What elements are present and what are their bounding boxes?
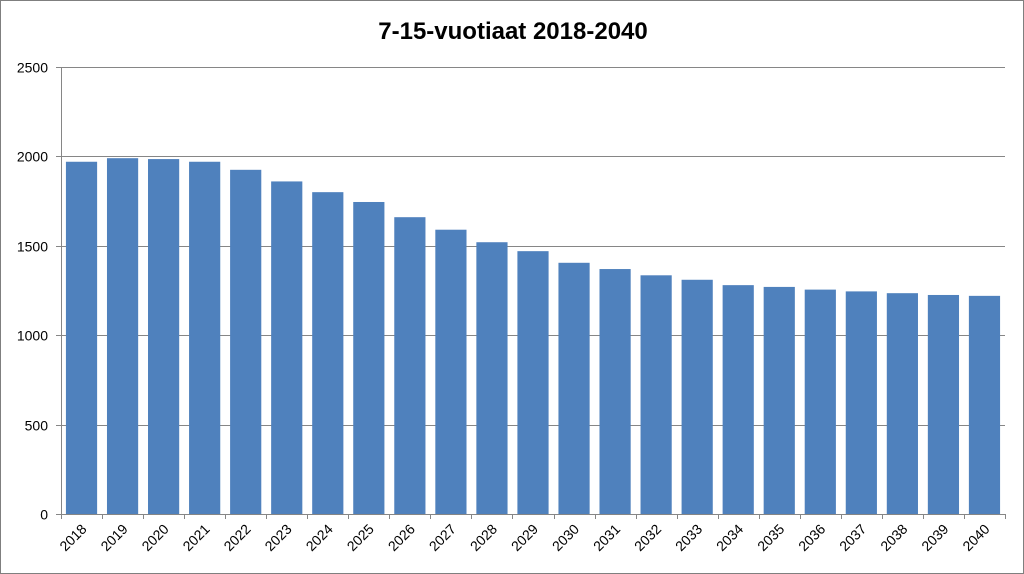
x-tick-label: 2025 bbox=[344, 521, 377, 554]
x-tick-label: 2026 bbox=[385, 521, 418, 554]
x-tick-label: 2018 bbox=[56, 521, 89, 554]
bar-2021 bbox=[189, 161, 221, 514]
y-tick-label: 2000 bbox=[17, 149, 48, 165]
bars bbox=[65, 158, 1001, 515]
bar-2036 bbox=[804, 289, 836, 514]
bar-2019 bbox=[106, 158, 139, 514]
x-tick-label: 2023 bbox=[261, 521, 294, 554]
bar-2027 bbox=[435, 229, 467, 514]
y-tick-label: 2500 bbox=[17, 60, 48, 76]
bar-2028 bbox=[476, 242, 508, 514]
y-tick-label: 1500 bbox=[17, 239, 48, 255]
bar-2039 bbox=[927, 294, 960, 514]
x-tick-label: 2021 bbox=[179, 521, 212, 554]
chart-title: 7-15-vuotiaat 2018-2040 bbox=[378, 18, 647, 45]
bar-2018 bbox=[65, 161, 98, 514]
x-tick-label: 2024 bbox=[303, 521, 336, 554]
x-tick-label: 2029 bbox=[508, 521, 541, 554]
x-tick-label: 2040 bbox=[959, 521, 992, 554]
x-tick-label: 2034 bbox=[713, 521, 746, 554]
x-tick-label: 2031 bbox=[590, 521, 623, 554]
bar-2032 bbox=[640, 275, 672, 514]
axes bbox=[61, 67, 1005, 515]
x-tick-label: 2027 bbox=[426, 521, 459, 554]
x-tick-label: 2022 bbox=[220, 521, 253, 554]
x-axis-ticks: 2018 2019 2020 2021 2022 2023 2024 2025 2026 2027… bbox=[56, 514, 1006, 554]
x-tick-label: 2019 bbox=[97, 521, 130, 554]
x-tick-label: 2033 bbox=[672, 521, 705, 554]
x-tick-label: 2028 bbox=[467, 521, 500, 554]
x-tick-label: 2038 bbox=[877, 521, 910, 554]
y-axis-ticks: 0 500 1000 1500 2000 2500 bbox=[17, 60, 61, 523]
bar-2037 bbox=[845, 291, 877, 514]
bar-2040 bbox=[968, 295, 1001, 514]
x-tick-label: 2037 bbox=[836, 521, 869, 554]
x-tick-label: 2020 bbox=[138, 521, 171, 554]
y-tick-label: 500 bbox=[25, 418, 49, 434]
x-tick-label: 2032 bbox=[631, 521, 664, 554]
bar-2035 bbox=[763, 286, 795, 514]
x-tick-label: 2030 bbox=[549, 521, 582, 554]
bar-2024 bbox=[312, 192, 344, 514]
x-tick-label: 2039 bbox=[918, 521, 951, 554]
y-tick-label: 1000 bbox=[17, 328, 48, 344]
x-tick-label: 2036 bbox=[795, 521, 828, 554]
bar-2025 bbox=[353, 201, 385, 515]
bar-2029 bbox=[517, 251, 549, 514]
bar-2020 bbox=[148, 159, 180, 514]
bar-2022 bbox=[230, 169, 262, 514]
x-tick-label: 2035 bbox=[754, 521, 787, 554]
bar-2026 bbox=[394, 217, 426, 514]
bar-2034 bbox=[722, 285, 754, 514]
bar-2033 bbox=[681, 279, 713, 514]
bar-2031 bbox=[599, 269, 631, 514]
y-tick-label: 0 bbox=[40, 507, 48, 523]
bar-2038 bbox=[886, 293, 918, 514]
bar-2030 bbox=[558, 262, 590, 514]
bar-2023 bbox=[271, 181, 303, 514]
